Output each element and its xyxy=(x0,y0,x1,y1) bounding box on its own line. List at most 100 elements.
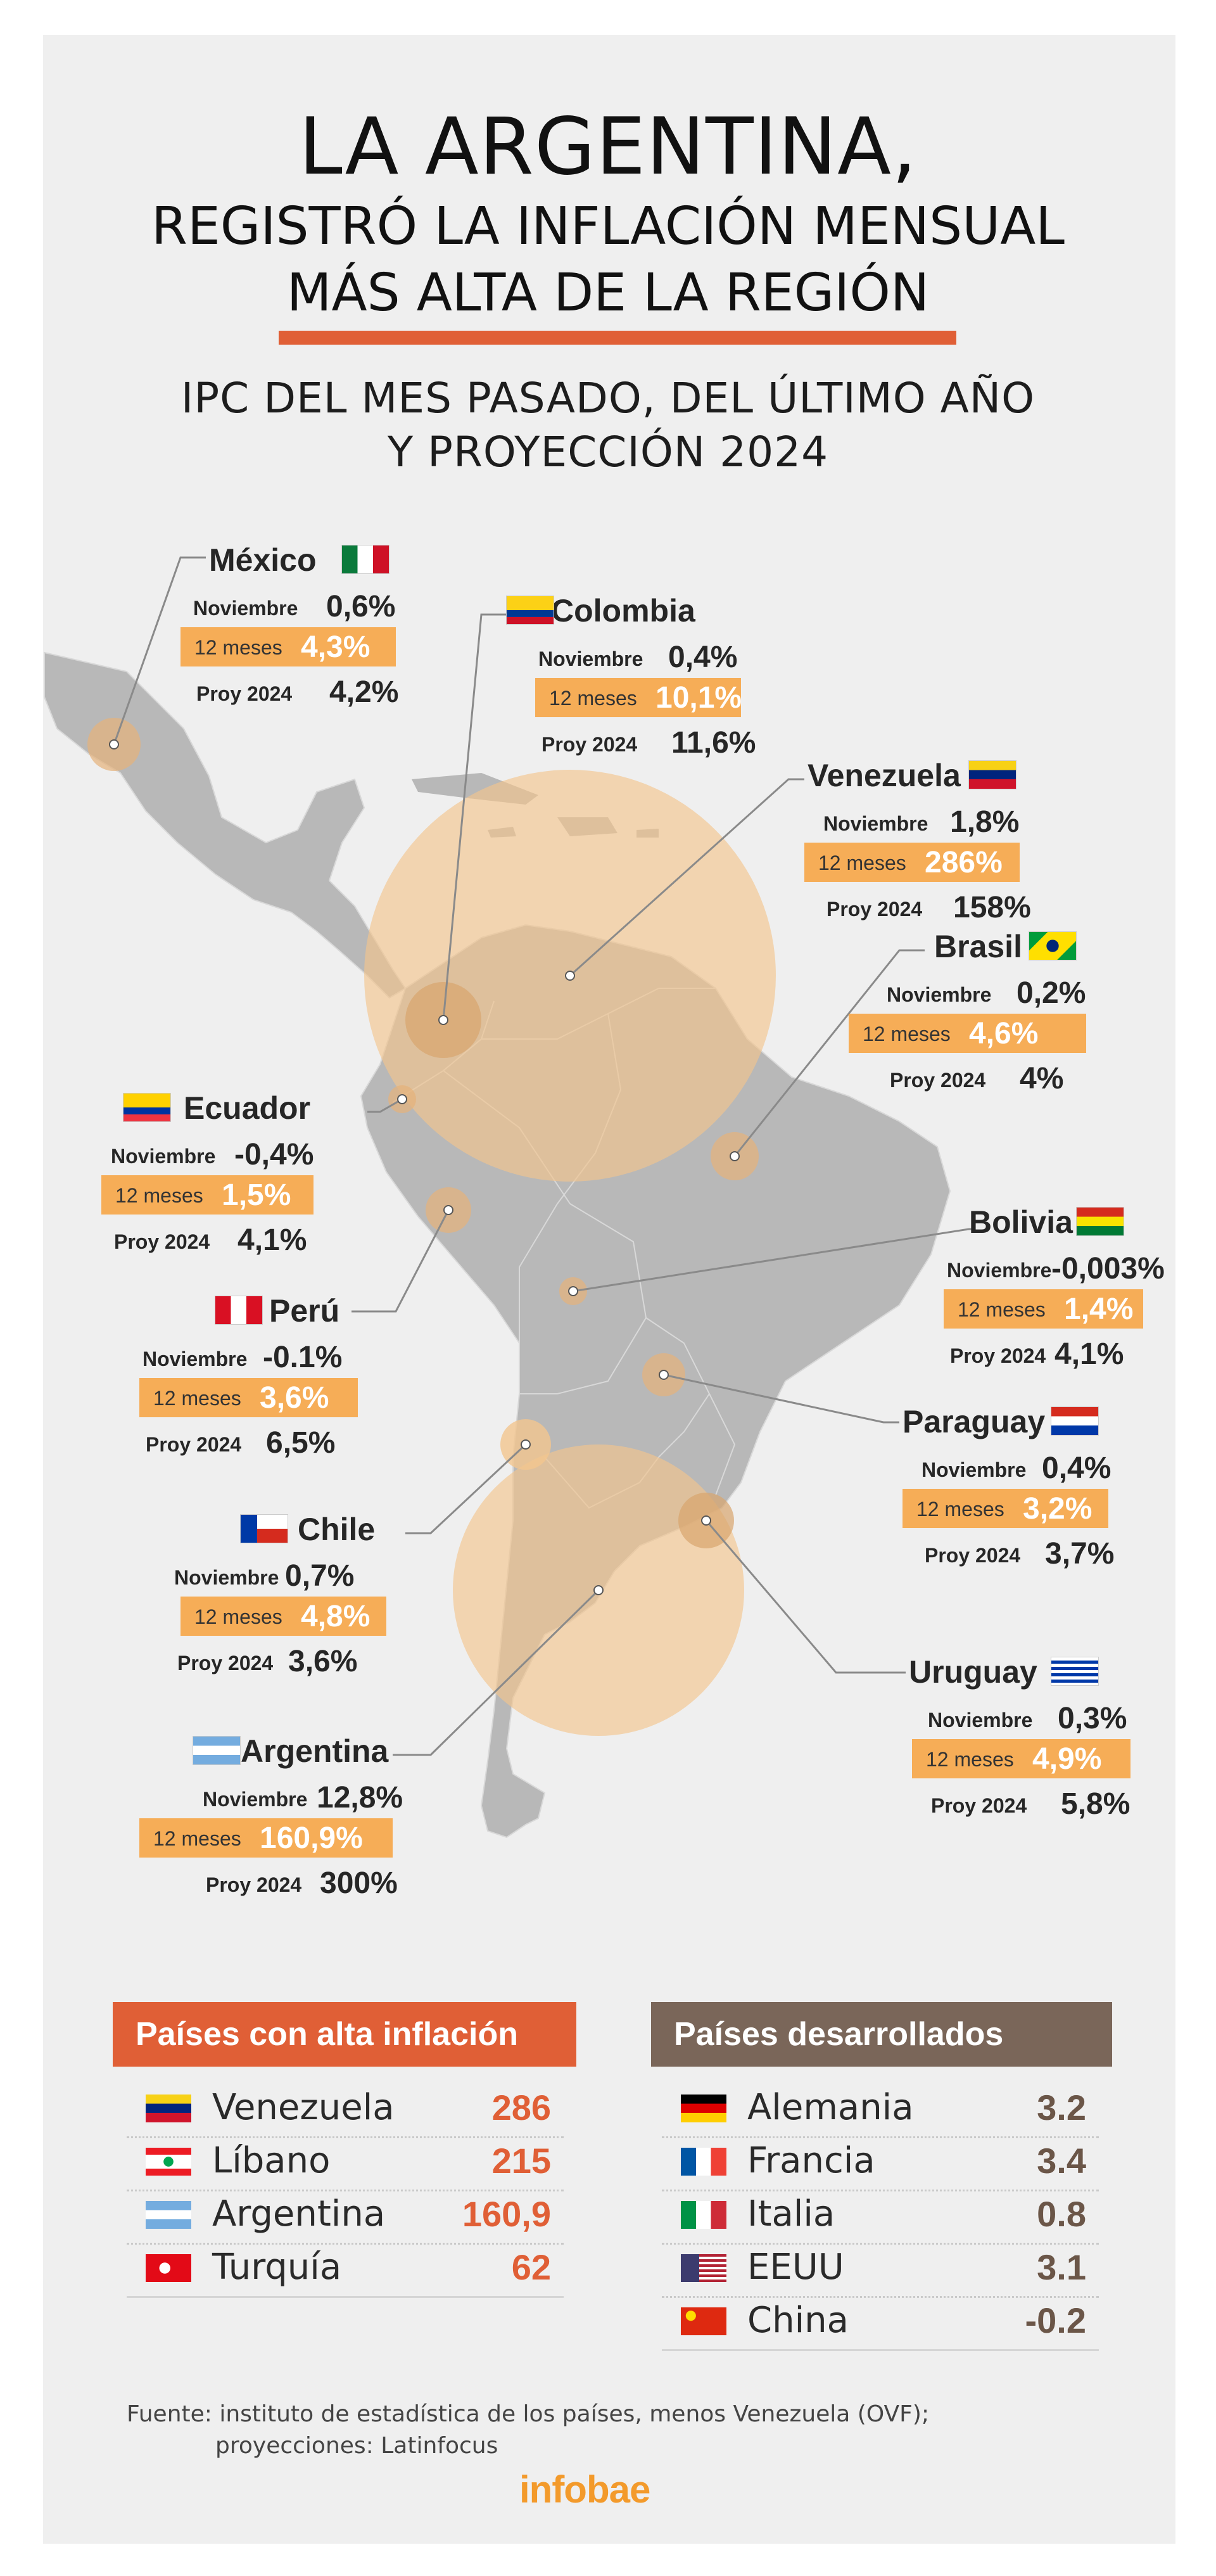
proy-value: 6,5% xyxy=(266,1426,336,1460)
argentina-flag-icon xyxy=(146,2201,191,2229)
row-separator xyxy=(127,2136,564,2138)
noviembre-value: 1,8% xyxy=(950,805,1020,839)
colombia-flag-icon xyxy=(507,596,554,624)
infobae-logo: infobae xyxy=(519,2468,650,2511)
noviembre-value: -0.1% xyxy=(263,1341,343,1374)
table-row: EEUU 3.1 xyxy=(662,2244,1099,2298)
row-value: 0.8 xyxy=(1037,2194,1086,2234)
noviembre-value: -0,4% xyxy=(234,1138,314,1171)
subtitle-line-1: IPC DEL MES PASADO, DEL ÚLTIMO AÑO xyxy=(180,374,1036,423)
twelve-month-value: 286% xyxy=(925,846,1003,879)
row-separator xyxy=(127,2190,564,2191)
twelve-month-value: 3,2% xyxy=(1023,1492,1092,1526)
mexico-flag-icon xyxy=(342,545,389,573)
row-country-name: EEUU xyxy=(747,2247,844,2288)
row-separator xyxy=(662,2190,1099,2191)
country-name: Argentina xyxy=(241,1733,389,1769)
twelve-month-label: 12 meses xyxy=(863,1023,951,1045)
proy-value: 4,1% xyxy=(238,1223,307,1257)
country-name: Colombia xyxy=(551,593,695,628)
proy-value: 4% xyxy=(1020,1062,1064,1095)
twelve-month-highlight xyxy=(101,1175,314,1215)
proy-label: Proy 2024 xyxy=(177,1652,274,1674)
noviembre-label: Noviembre xyxy=(538,647,643,670)
developed-header: Países desarrollados xyxy=(651,2002,1112,2067)
proy-label: Proy 2024 xyxy=(950,1344,1046,1367)
table-row: Líbano 215 xyxy=(127,2138,564,2191)
high-inflation-header: Países con alta inflación xyxy=(113,2002,576,2067)
row-value: 3.2 xyxy=(1037,2088,1086,2127)
argentina-flag-icon xyxy=(193,1737,240,1764)
country-name: Paraguay xyxy=(902,1404,1046,1439)
twelve-month-value: 4,6% xyxy=(969,1017,1039,1050)
map-dots xyxy=(109,739,740,1595)
twelve-month-label: 12 meses xyxy=(194,1605,282,1628)
twelve-month-label: 12 meses xyxy=(818,851,906,874)
country-name: Brasil xyxy=(934,929,1022,964)
noviembre-label: Noviembre xyxy=(193,597,298,620)
twelve-month-highlight xyxy=(180,1597,386,1636)
country-name: Perú xyxy=(269,1293,340,1329)
row-value: 62 xyxy=(511,2247,551,2287)
germany-flag-icon xyxy=(681,2095,726,2122)
noviembre-value: 0,3% xyxy=(1058,1702,1127,1735)
row-value: 215 xyxy=(491,2141,551,2181)
proy-label: Proy 2024 xyxy=(925,1544,1021,1567)
country-name: México xyxy=(209,542,317,578)
row-separator xyxy=(662,2136,1099,2138)
table-row: Francia 3.4 xyxy=(662,2138,1099,2191)
venezuela-flag-icon xyxy=(146,2095,191,2122)
row-country-name: China xyxy=(747,2300,849,2341)
table-row: Venezuela 286 xyxy=(127,2084,564,2138)
china-flag-icon xyxy=(681,2307,726,2335)
table-row: Alemania 3.2 xyxy=(662,2084,1099,2138)
noviembre-label: Noviembre xyxy=(203,1788,308,1811)
noviembre-label: Noviembre xyxy=(928,1709,1033,1731)
twelve-month-value: 160,9% xyxy=(260,1821,363,1855)
subtitle-line-2: Y PROYECCIÓN 2024 xyxy=(387,428,829,476)
row-country-name: Italia xyxy=(747,2193,835,2235)
country-name: Chile xyxy=(298,1512,376,1547)
twelve-month-highlight xyxy=(804,843,1020,882)
noviembre-label: Noviembre xyxy=(887,983,992,1006)
twelve-month-value: 3,6% xyxy=(260,1381,329,1415)
proy-label: Proy 2024 xyxy=(146,1433,242,1456)
twelve-month-highlight xyxy=(902,1489,1108,1528)
country-name: Bolivia xyxy=(969,1204,1073,1240)
proy-value: 4,1% xyxy=(1054,1337,1124,1371)
proy-value: 3,7% xyxy=(1045,1537,1115,1571)
proy-label: Proy 2024 xyxy=(931,1794,1027,1817)
turkey-flag-icon xyxy=(146,2254,191,2282)
twelve-month-label: 12 meses xyxy=(194,636,282,659)
title-line-2: REGISTRÓ LA INFLACIÓN MENSUAL xyxy=(151,196,1065,257)
proy-label: Proy 2024 xyxy=(542,733,638,756)
source-line-1: Fuente: instituto de estadística de los … xyxy=(127,2401,930,2427)
twelve-month-value: 4,8% xyxy=(301,1600,370,1633)
country-name: Ecuador xyxy=(184,1090,311,1126)
chile-flag-icon xyxy=(241,1515,288,1543)
twelve-month-highlight xyxy=(849,1014,1086,1053)
title-line-3: MÁS ALTA DE LA REGIÓN xyxy=(286,263,930,323)
uruguay-flag-icon xyxy=(1051,1657,1098,1685)
twelve-month-highlight xyxy=(139,1818,393,1858)
proy-value: 11,6% xyxy=(671,726,756,760)
row-country-name: Alemania xyxy=(747,2087,914,2128)
proy-label: Proy 2024 xyxy=(826,898,923,921)
row-value: 160,9 xyxy=(462,2194,551,2234)
row-value: -0.2 xyxy=(1025,2300,1087,2340)
row-separator xyxy=(662,2296,1099,2298)
twelve-month-value: 10,1% xyxy=(656,681,742,715)
proy-label: Proy 2024 xyxy=(114,1230,210,1253)
proy-value: 3,6% xyxy=(288,1645,358,1678)
twelve-month-value: 1,4% xyxy=(1064,1292,1134,1326)
noviembre-label: Noviembre xyxy=(142,1348,248,1370)
table-row: Turquía 62 xyxy=(127,2244,564,2298)
noviembre-label: Noviembre xyxy=(111,1145,216,1168)
proy-value: 158% xyxy=(953,891,1031,924)
noviembre-label: Noviembre xyxy=(922,1458,1027,1481)
noviembre-label: Noviembre xyxy=(174,1566,279,1589)
table-row: Italia 0.8 xyxy=(662,2191,1099,2245)
twelve-month-value: 4,3% xyxy=(301,630,370,664)
noviembre-value: 12,8% xyxy=(317,1781,403,1814)
paraguay-flag-icon xyxy=(1051,1407,1098,1435)
